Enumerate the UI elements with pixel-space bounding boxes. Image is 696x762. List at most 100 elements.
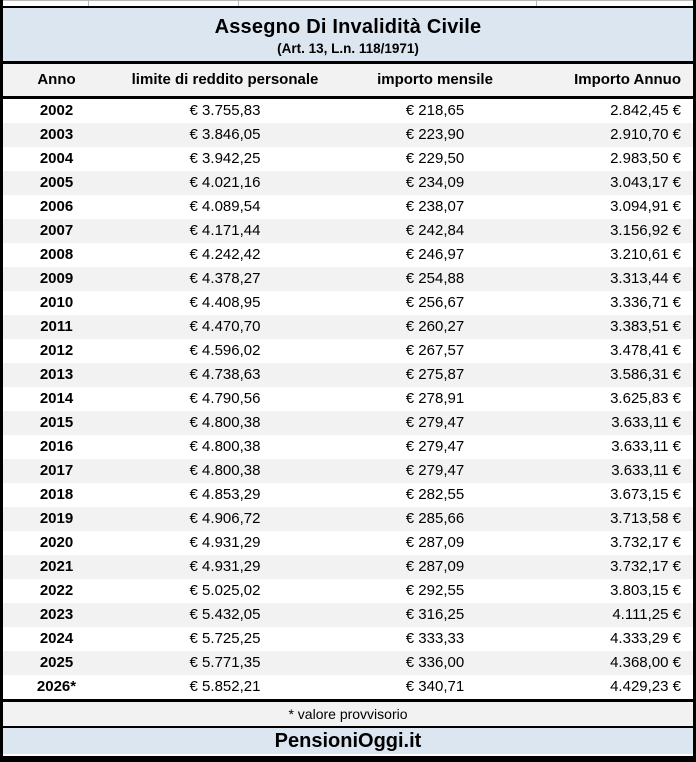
table-row: 2012 € 4.596,02 € 267,57 3.478,41 € <box>3 339 693 363</box>
cell-mensile: € 287,09 <box>405 534 465 551</box>
table-row: 2026* € 5.852,21 € 340,71 4.429,23 € <box>3 675 693 699</box>
cell-mensile: € 254,88 <box>405 270 465 287</box>
cell-annuo: 3.313,44 € <box>610 270 681 287</box>
cell-anno: 2021 <box>39 558 74 575</box>
cell-annuo: 3.094,91 € <box>610 198 681 215</box>
column-header-limite: limite di reddito personale <box>131 71 319 88</box>
cell-mensile: € 279,47 <box>405 438 465 455</box>
cell-anno: 2011 <box>40 318 73 335</box>
cell-anno: 2006 <box>39 198 74 215</box>
cell-limite: € 5.025,02 <box>189 582 261 599</box>
cell-limite: € 4.853,29 <box>189 486 261 503</box>
table-row: 2006 € 4.089,54 € 238,07 3.094,91 € <box>3 195 693 219</box>
column-header-anno: Anno <box>37 71 76 88</box>
cell-annuo: 4.368,00 € <box>610 654 681 671</box>
cell-limite: € 3.846,05 <box>189 126 261 143</box>
cell-limite: € 4.906,72 <box>189 510 261 527</box>
column-header-mensile: importo mensile <box>377 71 493 88</box>
table-subtitle: (Art. 13, L.n. 118/1971) <box>277 41 419 56</box>
cell-annuo: 3.586,31 € <box>610 366 681 383</box>
cell-mensile: € 275,87 <box>405 366 465 383</box>
cell-limite: € 4.800,38 <box>189 414 261 431</box>
table-header: Assegno Di Invalidità Civile (Art. 13, L… <box>3 8 693 64</box>
cell-annuo: 2.910,70 € <box>610 126 681 143</box>
cell-mensile: € 238,07 <box>405 198 465 215</box>
cell-anno: 2014 <box>39 390 74 407</box>
cell-annuo: 3.336,71 € <box>610 294 681 311</box>
cell-mensile: € 229,50 <box>405 150 465 167</box>
table-row: 2017 € 4.800,38 € 279,47 3.633,11 € <box>3 459 693 483</box>
data-rows: 2002 € 3.755,83 € 218,65 2.842,45 € 2003 € 3.… <box>3 99 693 699</box>
cell-limite: € 4.931,29 <box>189 534 261 551</box>
table-row: 2008 € 4.242,42 € 246,97 3.210,61 € <box>3 243 693 267</box>
footnote-row: * valore provvisorio <box>3 699 693 728</box>
cell-anno: 2026* <box>36 678 77 695</box>
cell-limite: € 3.942,25 <box>189 150 261 167</box>
cell-limite: € 5.725,25 <box>189 630 261 647</box>
cell-mensile: € 234,09 <box>405 174 465 191</box>
cell-annuo: 3.478,41 € <box>610 342 681 359</box>
table-row: 2004 € 3.942,25 € 229,50 2.983,50 € <box>3 147 693 171</box>
cell-mensile: € 256,67 <box>405 294 465 311</box>
cell-annuo: 3.043,17 € <box>610 174 681 191</box>
cell-anno: 2020 <box>39 534 74 551</box>
cell-limite: € 4.378,27 <box>189 270 261 287</box>
cell-annuo: 3.633,11 € <box>611 414 681 431</box>
table-title: Assegno Di Invalidità Civile <box>214 16 482 38</box>
cell-limite: € 4.800,38 <box>189 462 261 479</box>
cell-limite: € 5.432,05 <box>189 606 261 623</box>
table-row: 2021 € 4.931,29 € 287,09 3.732,17 € <box>3 555 693 579</box>
cell-anno: 2016 <box>39 438 74 455</box>
cell-anno: 2010 <box>39 294 74 311</box>
cell-mensile: € 246,97 <box>405 246 465 263</box>
cell-anno: 2018 <box>39 486 74 503</box>
cell-anno: 2024 <box>39 630 74 647</box>
cell-limite: € 4.596,02 <box>189 342 261 359</box>
cell-anno: 2007 <box>39 222 74 239</box>
cell-anno: 2017 <box>39 462 74 479</box>
cell-mensile: € 279,47 <box>405 462 465 479</box>
table-row: 2005 € 4.021,16 € 234,09 3.043,17 € <box>3 171 693 195</box>
cell-annuo: 3.713,58 € <box>610 510 681 527</box>
cell-anno: 2005 <box>39 174 74 191</box>
cell-mensile: € 267,57 <box>405 342 465 359</box>
cell-limite: € 4.470,70 <box>189 318 261 335</box>
cell-annuo: 4.111,25 € <box>612 606 681 623</box>
cell-mensile: € 242,84 <box>405 222 465 239</box>
cell-anno: 2002 <box>39 102 74 119</box>
cell-limite: € 3.755,83 <box>189 102 261 119</box>
cell-anno: 2023 <box>39 606 74 623</box>
cell-limite: € 4.790,56 <box>189 390 261 407</box>
table-row: 2007 € 4.171,44 € 242,84 3.156,92 € <box>3 219 693 243</box>
column-header-row: Anno limite di reddito personale importo… <box>3 64 693 99</box>
cell-limite: € 4.021,16 <box>189 174 261 191</box>
spreadsheet-cells-strip <box>3 0 693 8</box>
table-row: 2016 € 4.800,38 € 279,47 3.633,11 € <box>3 435 693 459</box>
cell-anno: 2022 <box>39 582 74 599</box>
cell-annuo: 3.633,11 € <box>611 438 681 455</box>
table-row: 2011 € 4.470,70 € 260,27 3.383,51 € <box>3 315 693 339</box>
table-row: 2014 € 4.790,56 € 278,91 3.625,83 € <box>3 387 693 411</box>
column-header-annuo: Importo Annuo <box>574 71 681 88</box>
cell-mensile: € 340,71 <box>405 678 465 695</box>
cell-limite: € 4.242,42 <box>189 246 261 263</box>
cell-limite: € 4.931,29 <box>189 558 261 575</box>
cell-annuo: 3.732,17 € <box>610 558 681 575</box>
cell-annuo: 3.803,15 € <box>610 582 681 599</box>
cell-mensile: € 336,00 <box>405 654 465 671</box>
cell-annuo: 2.983,50 € <box>610 150 681 167</box>
cell-anno: 2012 <box>39 342 74 359</box>
cell-anno: 2019 <box>39 510 74 527</box>
cell-annuo: 4.429,23 € <box>610 678 681 695</box>
table-row: 2003 € 3.846,05 € 223,90 2.910,70 € <box>3 123 693 147</box>
table-row: 2013 € 4.738,63 € 275,87 3.586,31 € <box>3 363 693 387</box>
table-row: 2019 € 4.906,72 € 285,66 3.713,58 € <box>3 507 693 531</box>
table-row: 2025 € 5.771,35 € 336,00 4.368,00 € <box>3 651 693 675</box>
table-row: 2024 € 5.725,25 € 333,33 4.333,29 € <box>3 627 693 651</box>
cell-anno: 2015 <box>39 414 74 431</box>
cell-limite: € 4.171,44 <box>189 222 261 239</box>
cell-mensile: € 278,91 <box>405 390 465 407</box>
cell-border-tick <box>536 1 537 6</box>
table-row: 2009 € 4.378,27 € 254,88 3.313,44 € <box>3 267 693 291</box>
